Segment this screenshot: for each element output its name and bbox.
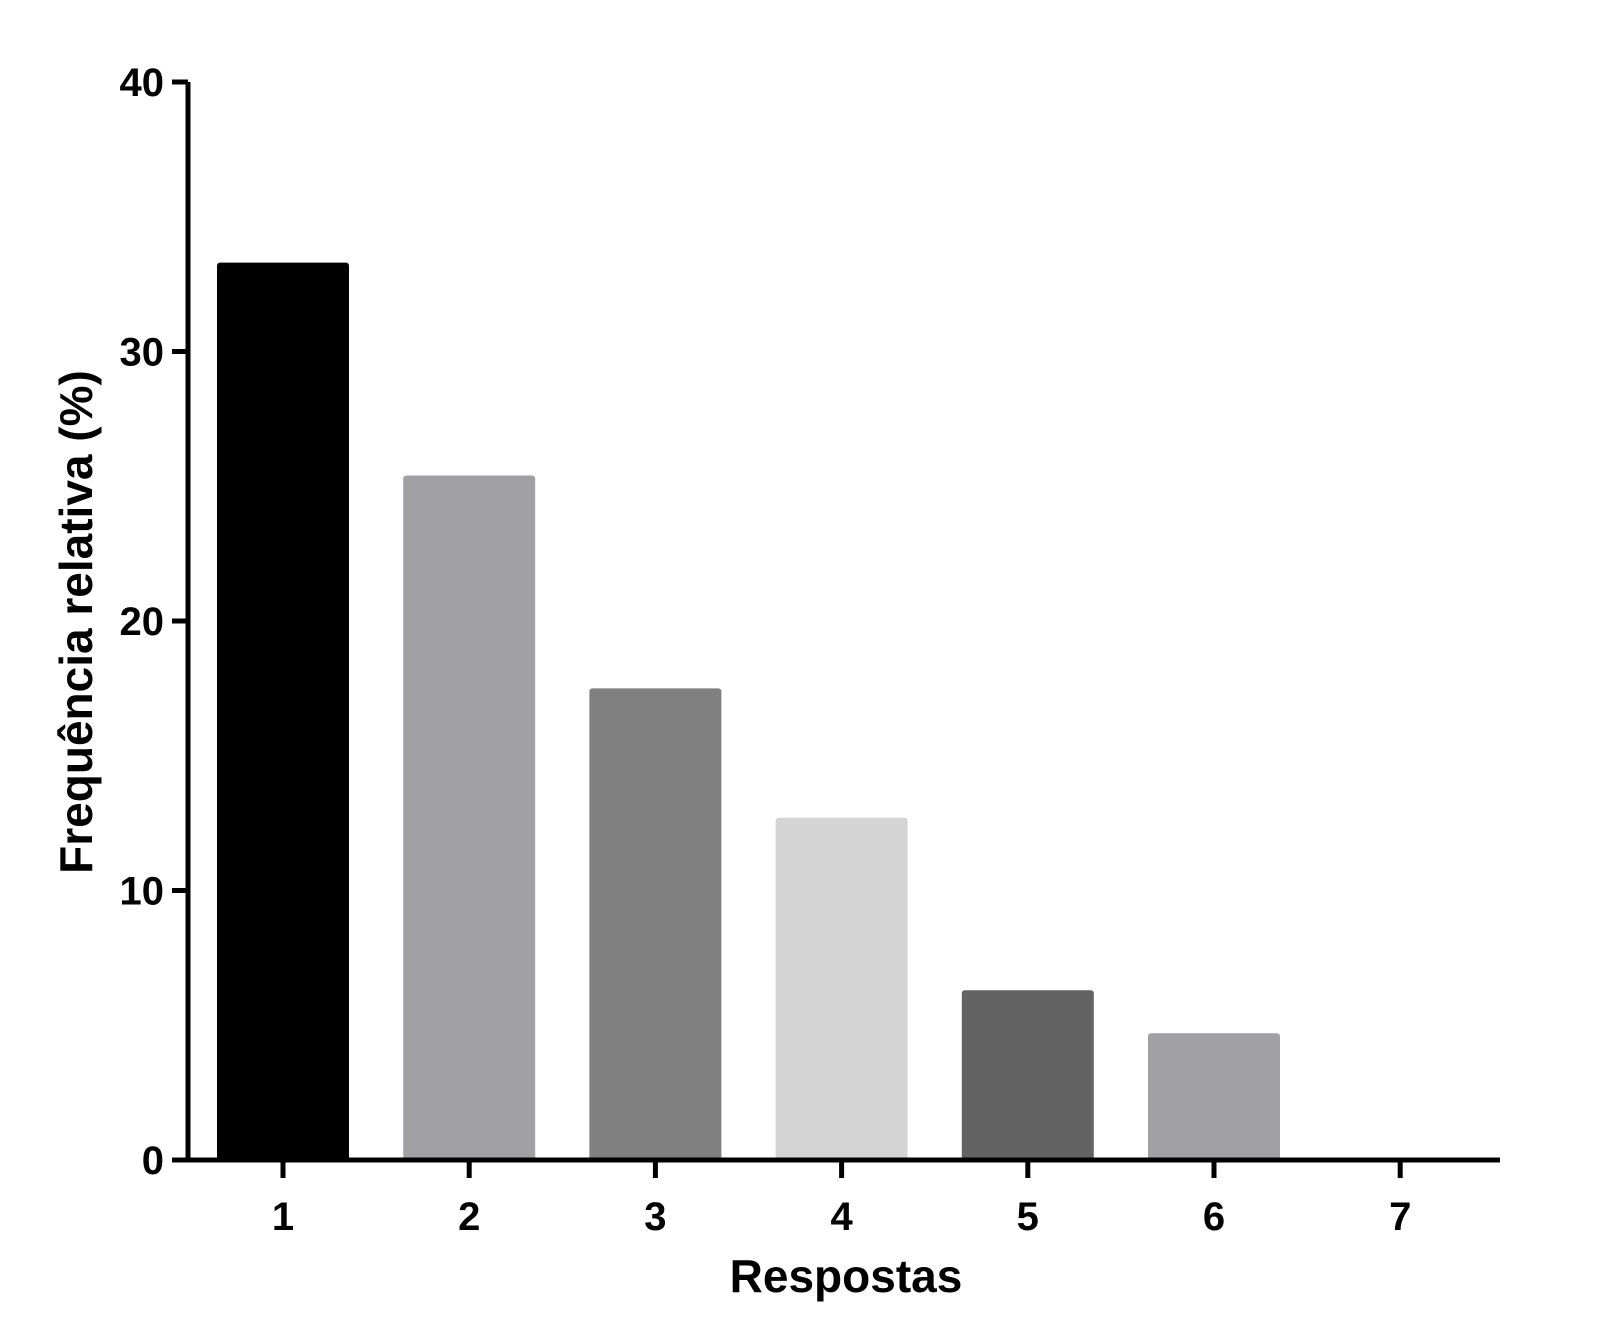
y-axis-title: Frequência relativa (%): [50, 370, 102, 874]
bar-6: [1148, 1033, 1280, 1160]
x-tick-label: 6: [1203, 1195, 1225, 1239]
bar-5: [961, 990, 1094, 1160]
x-tick-label: 7: [1389, 1195, 1411, 1239]
x-tick-label: 3: [644, 1195, 666, 1239]
x-tick-label: 5: [1017, 1195, 1039, 1239]
y-tick-label: 40: [120, 61, 165, 105]
y-tick-label: 0: [142, 1139, 164, 1183]
y-tick-label: 30: [120, 331, 165, 375]
bar-4: [775, 817, 908, 1160]
y-tick-label: 20: [120, 600, 165, 644]
y-ticks-layer: 0 10 20 30 40: [120, 61, 188, 1183]
x-axis-title: Respostas: [730, 1250, 963, 1302]
x-ticks-layer: 1 2 3 4 5 6 7: [272, 1160, 1411, 1239]
bar-1: [217, 262, 349, 1161]
bar-2: [403, 475, 536, 1160]
bars-layer: [217, 262, 1280, 1161]
x-tick-label: 2: [458, 1195, 480, 1239]
x-tick-label: 4: [830, 1195, 853, 1239]
x-tick-label: 1: [272, 1195, 294, 1239]
y-tick-label: 10: [120, 870, 165, 914]
bar-3: [589, 688, 722, 1160]
